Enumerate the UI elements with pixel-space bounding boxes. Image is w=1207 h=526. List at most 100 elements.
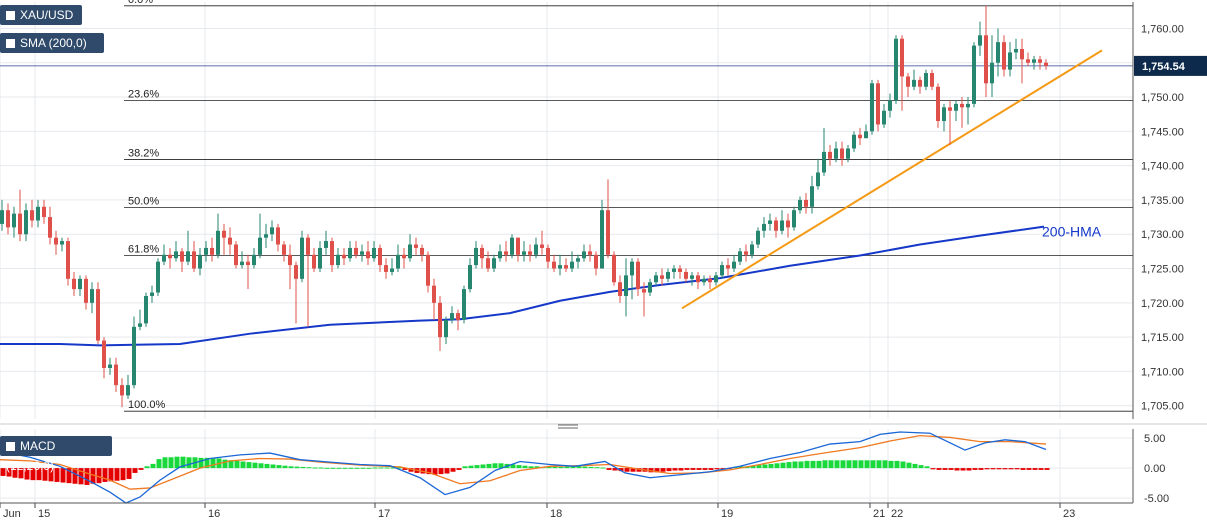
candle	[552, 261, 556, 269]
macd-histogram-bar	[276, 465, 282, 469]
macd-histogram-bar	[906, 462, 912, 469]
candle	[882, 110, 886, 125]
candle	[726, 265, 730, 269]
macd-histogram-bar	[204, 457, 210, 469]
price-tick-label: 1,710.00	[1141, 366, 1184, 378]
price-tick-label: 1,720.00	[1141, 298, 1184, 310]
macd-histogram-bar	[846, 460, 852, 469]
macd-histogram-bar	[360, 467, 366, 469]
fibonacci-label: 50.0%	[128, 195, 159, 207]
macd-histogram-bar	[936, 468, 942, 470]
candle	[894, 38, 898, 101]
candle	[852, 134, 856, 149]
macd-histogram-bar	[168, 457, 174, 469]
macd-histogram-bar	[714, 468, 720, 470]
macd-histogram-bar	[672, 468, 678, 471]
macd-histogram-bar	[288, 466, 294, 469]
candle	[990, 62, 994, 84]
candle	[102, 340, 106, 368]
candle	[228, 237, 232, 245]
candle	[138, 323, 142, 327]
candle	[474, 247, 478, 266]
x-tick-label: 16	[208, 508, 220, 520]
candle	[270, 227, 274, 235]
macd-histogram-bar	[456, 468, 462, 470]
candle	[336, 254, 340, 266]
price-tick-label: 1,735.00	[1141, 195, 1184, 207]
macd-histogram-bar	[966, 468, 972, 471]
candle	[558, 265, 562, 269]
macd-histogram-bar	[708, 468, 714, 470]
candle	[240, 261, 244, 266]
candle	[888, 100, 892, 111]
macd-histogram-bar	[678, 468, 684, 471]
candle	[546, 247, 550, 262]
candle	[612, 254, 616, 283]
candle	[30, 210, 34, 221]
candle	[432, 285, 436, 303]
macd-histogram-bar	[480, 464, 486, 469]
macd-histogram-bar	[996, 468, 1002, 470]
last-price-tag	[1134, 55, 1207, 76]
macd-histogram-bar	[762, 464, 768, 469]
macd-histogram-bar	[36, 468, 42, 481]
candle	[144, 295, 148, 324]
macd-histogram-bar	[960, 468, 966, 471]
macd-histogram-bar	[750, 465, 756, 469]
candle	[90, 289, 94, 303]
macd-histogram-bar	[90, 468, 96, 484]
candle	[588, 251, 592, 255]
macd-histogram-bar	[804, 460, 810, 469]
candle	[666, 271, 670, 279]
macd-legend[interactable]: MACD (12,26,9)	[0, 436, 112, 473]
macd-histogram-bar	[984, 468, 990, 470]
macd-histogram-bar	[342, 467, 348, 469]
macd-histogram-bar	[528, 466, 534, 469]
candle	[396, 254, 400, 269]
candle	[324, 241, 328, 248]
x-tick-label: 17	[378, 508, 390, 520]
candle	[180, 251, 184, 262]
candle	[624, 275, 628, 296]
symbol-legend[interactable]: XAU/USD	[0, 5, 82, 25]
candle	[306, 237, 310, 255]
macd-histogram-bar	[588, 466, 594, 469]
macd-histogram-bar	[654, 468, 660, 473]
macd-histogram-bar	[48, 468, 54, 482]
price-tick-label: 1,715.00	[1141, 332, 1184, 344]
candle	[798, 199, 802, 211]
macd-histogram-bar	[222, 459, 228, 469]
macd-histogram-bar	[156, 459, 162, 469]
x-tick-label: 18	[550, 508, 562, 520]
candle	[822, 151, 826, 173]
macd-histogram-bar	[828, 460, 834, 469]
macd-histogram-bar	[318, 467, 324, 469]
candle	[450, 313, 454, 320]
candle	[66, 241, 70, 279]
candle	[642, 289, 646, 293]
macd-histogram-bar	[462, 466, 468, 469]
macd-histogram-bar	[552, 466, 558, 469]
symbol-label: XAU/USD	[20, 8, 74, 22]
price-tick-label: 1,745.00	[1141, 126, 1184, 138]
macd-histogram-bar	[870, 460, 876, 469]
candle	[420, 247, 424, 255]
sma-legend[interactable]: SMA (200,0)	[0, 33, 104, 53]
candle	[156, 261, 160, 293]
macd-tick-label: 0.00	[1144, 463, 1165, 475]
macd-histogram-bar	[0, 468, 6, 476]
candle	[600, 210, 604, 269]
candle	[732, 261, 736, 269]
candle	[540, 244, 544, 248]
macd-histogram-bar	[114, 468, 120, 481]
candle	[1002, 42, 1006, 70]
last-price-value: 1,754.54	[1142, 61, 1186, 73]
macd-histogram-bar	[252, 462, 258, 469]
candle	[720, 265, 724, 276]
macd-histogram-bar	[270, 464, 276, 469]
candle	[804, 199, 808, 207]
candle	[426, 254, 430, 286]
fibonacci-label: 61.8%	[128, 243, 159, 255]
candle	[372, 247, 376, 259]
